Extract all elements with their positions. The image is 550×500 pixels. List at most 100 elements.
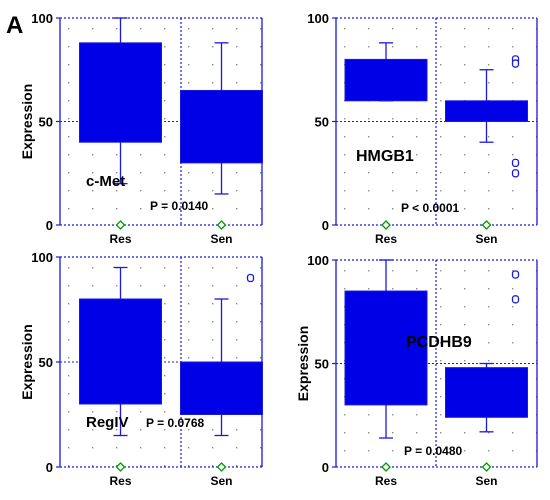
grid-dot: [416, 450, 418, 452]
grid-dot: [464, 450, 466, 452]
y-tick-label-100: 100: [307, 253, 329, 268]
gene-label-c-met: c-Met: [86, 173, 125, 190]
grid-dot: [164, 100, 166, 102]
grid-dot: [68, 100, 70, 102]
grid-dot: [140, 447, 142, 449]
grid-dot: [440, 154, 442, 156]
grid-dot: [140, 285, 142, 287]
grid-dot: [188, 285, 190, 287]
grid-dot: [392, 450, 394, 452]
grid-dot: [260, 172, 262, 174]
chart-panel-regiv: 0 50 100 Expression Res Sen RegIV P = 0.0768: [0, 245, 270, 490]
grid-dot: [416, 46, 418, 48]
y-axis-label-regiv: Expression: [19, 324, 35, 399]
box-res: [79, 42, 162, 143]
grid-dot: [512, 360, 514, 362]
grid-dot: [464, 270, 466, 272]
grid-dot: [464, 136, 466, 138]
grid-dot: [344, 208, 346, 210]
gene-label-pcdhb9: PCDHB9: [406, 334, 472, 351]
box-sen: [180, 361, 263, 415]
grid-dot: [164, 208, 166, 210]
grid-dot: [440, 100, 442, 102]
zero-marker-sen: [481, 220, 492, 230]
grid-dot: [92, 154, 94, 156]
grid-dot: [488, 46, 490, 48]
grid-dot: [212, 82, 214, 84]
grid-dot: [488, 172, 490, 174]
grid-dot: [392, 118, 394, 120]
outlier-sen-2: [511, 158, 520, 168]
grid-dot: [68, 285, 70, 287]
grid-dot: [464, 64, 466, 66]
grid-dot: [392, 190, 394, 192]
grid-dot: [164, 154, 166, 156]
grid-dot: [512, 306, 514, 308]
grid-dot: [392, 288, 394, 290]
grid-dot: [368, 450, 370, 452]
grid-dot: [212, 429, 214, 431]
grid-dot: [140, 28, 142, 30]
grid-dot: [512, 288, 514, 290]
grid-dot: [368, 28, 370, 30]
grid-dot: [236, 46, 238, 48]
grid-dot: [344, 136, 346, 138]
grid-dot: [260, 447, 262, 449]
grid-dot: [212, 208, 214, 210]
grid-dot: [68, 267, 70, 269]
grid-dot: [164, 267, 166, 269]
grid-dot: [344, 154, 346, 156]
box-sen: [445, 100, 528, 123]
grid-dot: [260, 64, 262, 66]
grid-dot: [116, 172, 118, 174]
grid-dot: [140, 172, 142, 174]
x-tick-label-res: Res: [109, 232, 131, 246]
grid-dot: [164, 339, 166, 341]
chart-panel-pcdhb9: 0 50 100 Expression Res Sen PCDHB9 P = 0.0480: [275, 245, 545, 490]
grid-dot: [368, 190, 370, 192]
gene-label-hmgb1: HMGB1: [356, 148, 414, 165]
grid-dot: [164, 411, 166, 413]
zero-marker-sen: [216, 220, 227, 230]
grid-dot: [416, 154, 418, 156]
y-tick-label-50: 50: [315, 115, 329, 130]
grid-dot: [488, 288, 490, 290]
grid-dot: [464, 28, 466, 30]
grid-dot: [116, 411, 118, 413]
grid-dot: [416, 118, 418, 120]
grid-dot: [212, 339, 214, 341]
grid-dot: [464, 208, 466, 210]
grid-dot: [164, 190, 166, 192]
grid-dot: [140, 267, 142, 269]
grid-dot: [392, 46, 394, 48]
grid-dot: [440, 342, 442, 344]
y-tick-label-100: 100: [31, 250, 53, 265]
grid-dot: [344, 432, 346, 434]
grid-dot: [440, 118, 442, 120]
grid-dot: [68, 190, 70, 192]
grid-dot: [512, 28, 514, 30]
grid-dot: [68, 172, 70, 174]
y-tick-label-50: 50: [39, 115, 53, 130]
y-tick-label-100: 100: [307, 11, 329, 26]
grid-dot: [512, 46, 514, 48]
grid-dot: [164, 375, 166, 377]
zero-marker-res: [381, 220, 391, 230]
grid-dot: [392, 208, 394, 210]
grid-dot: [236, 357, 238, 359]
grid-dot: [164, 393, 166, 395]
grid-dot: [188, 172, 190, 174]
y-tick-label-100: 100: [31, 11, 53, 26]
grid-dot: [464, 342, 466, 344]
grid-dot: [188, 28, 190, 30]
grid-dot: [116, 465, 118, 467]
grid-dot: [488, 82, 490, 84]
grid-dot: [92, 447, 94, 449]
grid-dot: [464, 82, 466, 84]
grid-dot: [488, 324, 490, 326]
zero-marker-res: [115, 462, 126, 472]
grid-dot: [140, 465, 142, 467]
grid-dot: [92, 208, 94, 210]
grid-dot: [188, 64, 190, 66]
grid-dot: [68, 321, 70, 323]
